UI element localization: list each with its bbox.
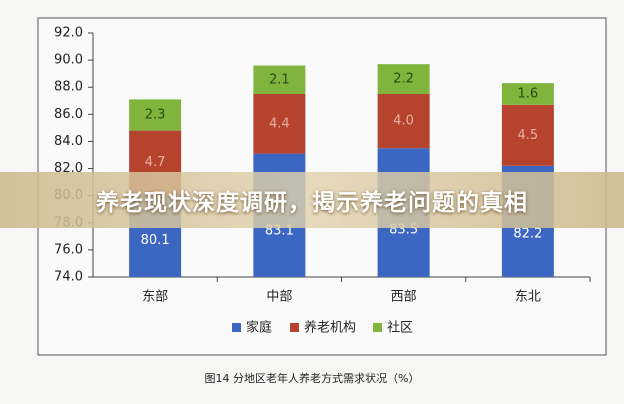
data-label: 80.1 [141, 233, 170, 248]
bar-segment [501, 83, 554, 105]
bar-segment [129, 99, 182, 131]
y-tick-label: 76.0 [54, 242, 83, 257]
y-tick-label: 88.0 [54, 80, 83, 95]
data-label: 4.4 [269, 116, 290, 131]
legend-swatch [232, 323, 241, 332]
chart-caption: 图14 分地区老年人养老方式需求状况（%） [205, 371, 420, 385]
data-label: 1.6 [518, 87, 539, 102]
legend-label: 养老机构 [304, 320, 356, 336]
data-label: 82.2 [513, 226, 542, 241]
bar-segment [377, 64, 430, 94]
x-tick-label: 西部 [391, 290, 417, 305]
y-tick-label: 84.0 [54, 134, 83, 149]
bar-segment [377, 94, 430, 149]
data-label: 2.3 [145, 108, 166, 123]
x-tick-label: 东北 [515, 290, 541, 305]
bar-segment [253, 94, 306, 154]
legend-label: 社区 [387, 320, 413, 336]
bar-segment [253, 65, 306, 94]
data-label: 4.7 [145, 155, 166, 170]
legend-swatch [290, 323, 299, 332]
legend-swatch [373, 323, 382, 332]
y-tick-label: 86.0 [54, 107, 83, 122]
banner: 养老现状深度调研，揭示养老问题的真相 [0, 172, 624, 228]
legend-label: 家庭 [246, 320, 272, 336]
data-label: 4.0 [393, 114, 414, 129]
y-tick-label: 92.0 [54, 26, 83, 41]
x-tick-label: 中部 [266, 290, 292, 305]
x-tick-label: 东部 [142, 290, 168, 305]
data-label: 2.2 [393, 72, 414, 87]
data-label: 4.5 [518, 128, 539, 143]
data-label: 2.1 [269, 72, 290, 87]
bar-segment [501, 104, 554, 166]
y-tick-label: 90.0 [54, 53, 83, 68]
y-tick-label: 74.0 [54, 270, 83, 285]
